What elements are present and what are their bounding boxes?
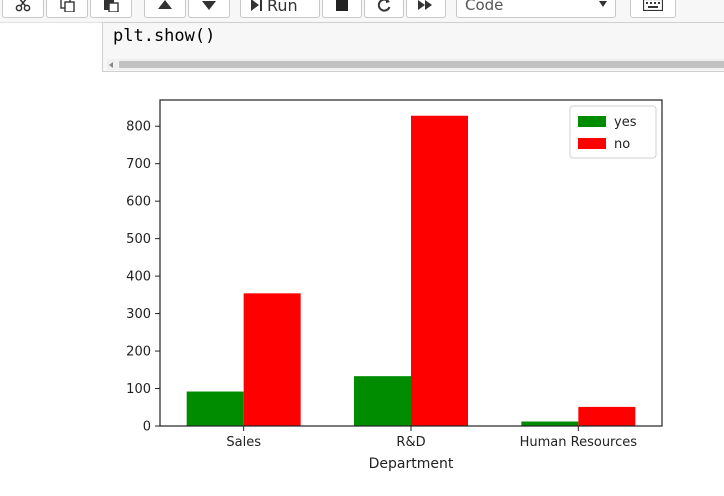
- cell-type-value: Code: [465, 0, 504, 14]
- y-tick-label: 100: [126, 382, 151, 397]
- step-forward-icon: [251, 0, 263, 12]
- plot-frame: [159, 99, 663, 427]
- code-cell-input[interactable]: plt.show(): [102, 22, 724, 72]
- y-tick-label: 800: [126, 120, 151, 135]
- run-cell-button[interactable]: Run: [240, 0, 320, 18]
- y-tick-label: 700: [126, 157, 151, 172]
- x-tick-label: R&D: [396, 435, 425, 450]
- horizontal-scrollbar[interactable]: [107, 59, 724, 70]
- x-tick-label: Sales: [226, 435, 261, 450]
- run-button-label: Run: [267, 0, 298, 15]
- scroll-left-icon[interactable]: [109, 62, 113, 68]
- move-down-icon: [201, 0, 217, 12]
- y-tick-label: 500: [126, 232, 151, 247]
- fast-forward-icon: [418, 0, 434, 12]
- bar-no-0: [243, 293, 301, 426]
- legend-swatch-yes: [578, 116, 606, 127]
- y-tick-label: 300: [126, 307, 151, 322]
- keyboard-icon: [643, 0, 663, 11]
- x-axis-label: Department: [369, 456, 454, 472]
- legend-swatch-no: [578, 138, 606, 149]
- y-tick-label: 400: [126, 270, 151, 285]
- bar-no-2: [578, 406, 636, 426]
- cell-type-select[interactable]: Code: [456, 0, 616, 18]
- restart-run-all-button[interactable]: [406, 0, 446, 18]
- paste-icon: [103, 0, 119, 12]
- move-up-button[interactable]: [144, 0, 186, 18]
- bar-yes-1: [354, 376, 411, 426]
- copy-cell-button[interactable]: [46, 0, 88, 18]
- restart-icon: [377, 0, 391, 12]
- restart-kernel-button[interactable]: [364, 0, 404, 18]
- move-up-icon: [157, 0, 173, 12]
- paste-cell-button[interactable]: [90, 0, 132, 18]
- cut-cell-button[interactable]: [2, 0, 44, 18]
- scissors-icon: [15, 0, 31, 12]
- bar-no-1: [411, 115, 468, 427]
- scrollbar-thumb[interactable]: [119, 61, 724, 68]
- notebook-toolbar: Run Code: [0, 0, 724, 23]
- code-line[interactable]: plt.show(): [113, 26, 216, 46]
- chevron-down-icon: [599, 1, 607, 7]
- legend: [569, 105, 657, 159]
- bar-yes-0: [186, 391, 244, 426]
- command-palette-button[interactable]: [630, 0, 676, 18]
- stop-icon: [335, 0, 349, 12]
- move-down-button[interactable]: [188, 0, 230, 18]
- bar-chart: Sales R&D Human Resources 0 100 200 300 400 500 6…: [126, 99, 663, 472]
- legend-label-yes: yes: [614, 115, 637, 130]
- y-tick-label: 0: [143, 420, 151, 435]
- bar-yes-2: [521, 421, 579, 426]
- y-tick-label: 600: [126, 195, 151, 210]
- copy-icon: [59, 0, 75, 12]
- legend-label-no: no: [614, 137, 630, 152]
- y-tick-label: 200: [126, 345, 151, 360]
- x-tick-label: Human Resources: [520, 435, 638, 450]
- interrupt-kernel-button[interactable]: [322, 0, 362, 18]
